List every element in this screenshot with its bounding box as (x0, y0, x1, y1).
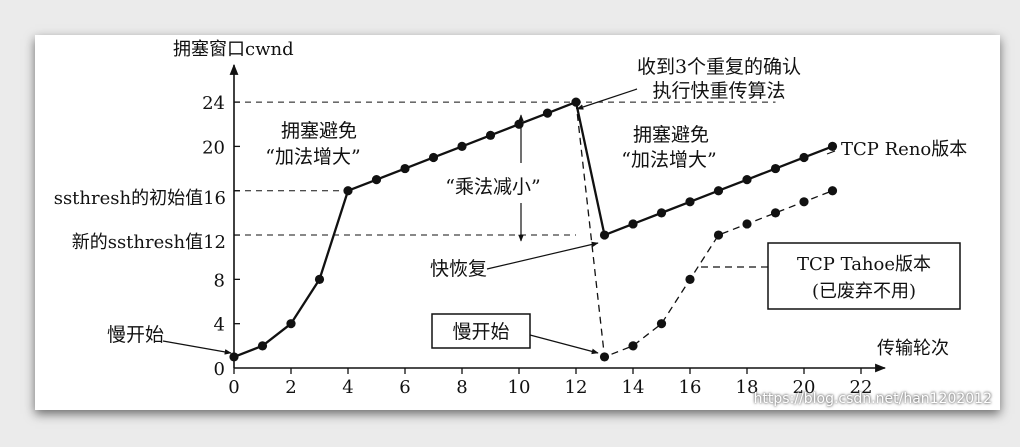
x-tick-label: 20 (793, 377, 816, 398)
y-axis-label: 拥塞窗口cwnd (173, 39, 294, 60)
fast-recovery-arrow (486, 241, 599, 270)
data-point-reno (799, 152, 809, 163)
figure-card: 0 2 4 6 8 10 12 14 16 18 20 22 0 4 8 20 24 拥塞窗口cwnd 传输轮次… (35, 35, 1000, 410)
slow-start-label-1: 慢开始 (107, 324, 164, 346)
data-point-reno (485, 130, 496, 140)
congestion-avoidance-1-line2: “加法增大” (265, 146, 360, 168)
data-point-tahoe (685, 274, 695, 284)
data-point-reno (371, 175, 382, 185)
fast-recovery-label: 快恢复 (430, 258, 487, 280)
y-tick-label: 0 (214, 359, 225, 380)
x-tick-label: 4 (342, 377, 353, 398)
data-point-reno (286, 319, 296, 329)
ssthresh-new-label: 新的ssthresh值12 (72, 232, 226, 253)
data-point-reno (514, 119, 524, 129)
slow-start-label-2: 慢开始 (452, 321, 509, 343)
x-tick-label: 2 (285, 377, 296, 398)
data-point-reno (742, 175, 752, 185)
congestion-avoidance-2-line1: 拥塞避免 (633, 124, 709, 146)
data-point-reno (457, 141, 467, 151)
congestion-avoidance-1-line1: 拥塞避免 (281, 120, 357, 142)
data-point-reno (571, 97, 581, 107)
x-tick-label: 22 (850, 377, 873, 398)
data-point-reno (229, 352, 239, 362)
tahoe-label-line2: (已废弃不用) (812, 281, 916, 302)
data-point-reno (257, 341, 268, 351)
data-point-reno (656, 208, 667, 218)
x-tick-label: 0 (228, 377, 239, 398)
x-axis-label: 传输轮次 (877, 338, 949, 359)
x-tick-label: 8 (456, 377, 467, 398)
ssthresh-initial-label: ssthresh的初始值16 (54, 188, 226, 209)
series-line-reno (233, 100, 833, 358)
y-tick-label: 4 (214, 315, 225, 336)
data-point-reno (713, 186, 724, 196)
data-point-tahoe (827, 186, 838, 196)
reno-series-label: TCP Reno版本 (841, 139, 967, 160)
data-point-reno (827, 141, 838, 151)
series-line-tahoe (575, 102, 833, 358)
x-tick-label: 16 (679, 377, 702, 398)
dup-ack-arrow (576, 88, 638, 110)
y-tick-label: 8 (214, 270, 225, 291)
reno-leader-line (826, 150, 836, 155)
tahoe-label-box (767, 242, 961, 310)
data-point-reno (542, 108, 553, 118)
data-point-tahoe (713, 230, 724, 240)
y-tick-label: 24 (202, 93, 225, 114)
data-point-reno (770, 163, 781, 174)
x-tick-label: 6 (399, 377, 410, 398)
data-point-reno (628, 219, 638, 229)
slow-start-arrow-1 (162, 340, 232, 355)
data-point-tahoe (770, 208, 781, 218)
data-point-reno (685, 197, 695, 207)
x-tick-label: 18 (736, 377, 759, 398)
data-point-tahoe (599, 352, 610, 362)
y-tick-label: 20 (202, 137, 225, 158)
data-point-reno (314, 274, 325, 284)
data-point-reno (428, 152, 439, 163)
slow-start-arrow-2 (529, 334, 599, 355)
slow-start-box-2 (431, 313, 531, 349)
watermark-text: https://blog.csdn.net/han1202012 (753, 391, 992, 407)
data-point-reno (599, 230, 610, 240)
data-point-reno (400, 163, 410, 174)
multiplicative-decrease-label: “乘法减小” (445, 176, 540, 198)
x-tick-label: 12 (565, 377, 588, 398)
x-tick-label: 10 (508, 377, 531, 398)
data-point-tahoe (656, 319, 667, 329)
x-tick-label: 14 (622, 377, 645, 398)
dup-ack-line1: 收到3个重复的确认 (637, 56, 801, 78)
dup-ack-line2: 执行快重传算法 (652, 80, 785, 102)
tahoe-label-line1: TCP Tahoe版本 (797, 254, 931, 275)
congestion-avoidance-2-line2: “加法增大” (621, 149, 716, 171)
data-point-tahoe (799, 197, 809, 207)
data-point-tahoe (628, 341, 638, 351)
data-point-tahoe (742, 219, 752, 229)
data-point-reno (343, 186, 353, 196)
